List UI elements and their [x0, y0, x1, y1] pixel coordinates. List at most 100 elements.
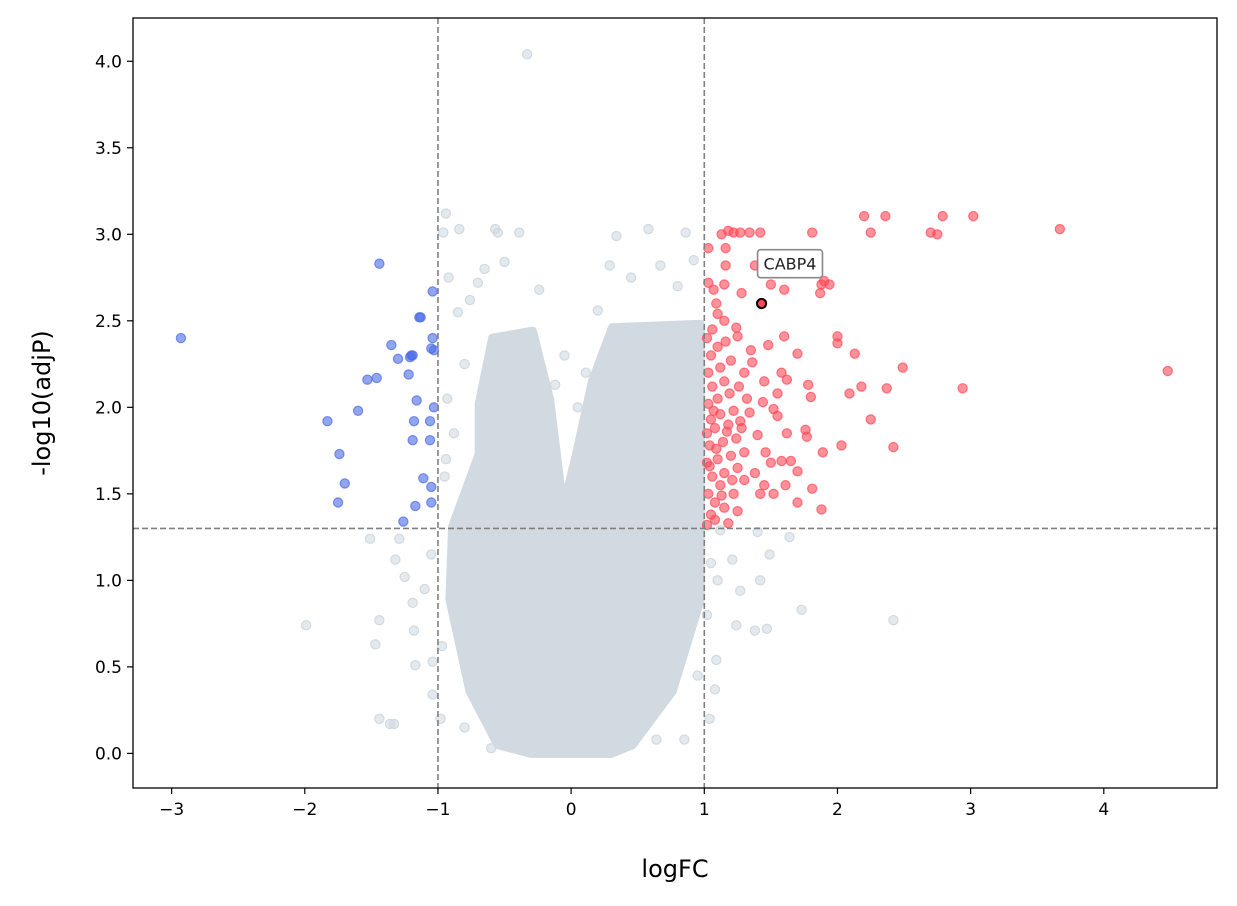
down-regulated-point [418, 473, 429, 484]
up-regulated-point [717, 436, 729, 448]
up-regulated-point [814, 287, 826, 299]
up-regulated-point [720, 336, 731, 347]
up-regulated-point [802, 379, 814, 391]
ns-point [300, 620, 312, 631]
ns-point [796, 604, 807, 615]
x-axis: −3 −2 −1 0 1 2 3 4 [159, 788, 1109, 820]
up-regulated-point [732, 331, 743, 342]
up-regulated-point [759, 479, 770, 491]
ns-point [388, 718, 400, 730]
ns-point [711, 654, 722, 666]
ns-point [715, 524, 726, 536]
x-tick-label: −2 [292, 800, 317, 820]
ns-point [692, 670, 703, 681]
ns-point [580, 367, 591, 378]
up-regulated-point [747, 357, 758, 368]
up-regulated-point [749, 467, 761, 479]
up-regulated-point [781, 374, 793, 385]
ns-point [643, 223, 654, 235]
down-regulated-point [339, 478, 350, 489]
ns-point [479, 263, 490, 275]
up-regulated-point [721, 426, 733, 437]
down-regulated-point [427, 332, 438, 344]
up-regulated-point [780, 479, 791, 491]
ns-point [442, 393, 453, 404]
down-regulated-point [426, 343, 437, 354]
up-regulated-point [731, 433, 742, 444]
ns-point [761, 623, 773, 635]
up-regulated-point [856, 381, 867, 392]
up-regulated-point [888, 441, 899, 453]
ns-point [524, 345, 536, 356]
ns-point [408, 625, 420, 636]
up-regulated-point [739, 447, 750, 458]
up-regulated-point [709, 514, 721, 525]
down-regulated-point [374, 258, 385, 269]
up-regulated-point [703, 488, 714, 500]
ns-point [426, 549, 437, 560]
up-regulated-point [732, 462, 743, 474]
up-regulated-point [755, 488, 766, 500]
up-regulated-point [778, 284, 790, 295]
up-regulated-point [708, 405, 719, 416]
ns-point [459, 358, 470, 370]
up-regulated-point [932, 229, 943, 240]
ns-point [764, 549, 775, 560]
ns-point [448, 428, 460, 439]
x-tick-label: 0 [566, 800, 577, 820]
ns-point [611, 230, 622, 242]
ns-point [704, 713, 715, 724]
ns-point [727, 554, 738, 565]
up-regulated-point [715, 479, 726, 491]
up-regulated-point [709, 497, 721, 508]
ns-point [625, 739, 637, 750]
ns-point [374, 614, 385, 626]
up-regulated-point [785, 455, 797, 467]
ns-point [655, 260, 666, 271]
up-regulated-point [957, 383, 968, 394]
up-regulated-point [881, 383, 892, 394]
ns-point [440, 454, 452, 465]
gene-label: CABP4 [764, 255, 817, 274]
up-regulated-point [836, 440, 847, 451]
up-regulated-point [708, 284, 719, 295]
ns-point [755, 575, 766, 586]
down-regulated-point [424, 415, 436, 427]
up-regulated-point [745, 345, 757, 356]
down-regulated-point [426, 481, 437, 493]
up-regulated-point [744, 407, 755, 418]
up-regulated-point [849, 348, 860, 359]
up-regulated-point [732, 505, 743, 517]
up-regulated-point [792, 348, 803, 359]
up-regulated-point [757, 396, 769, 408]
down-regulated-point [322, 415, 333, 427]
ns-point [419, 583, 430, 595]
up-regulated-point [712, 308, 723, 320]
down-regulated-point [334, 448, 345, 460]
ns-point [888, 614, 899, 626]
up-regulated-point [776, 455, 787, 467]
down-regulated-point [411, 395, 422, 406]
up-regulated-point [805, 391, 817, 403]
up-regulated-point [832, 338, 843, 349]
up-regulated-point [719, 376, 730, 387]
up-regulated-point [778, 331, 790, 342]
down-regulated-point [410, 500, 421, 512]
up-regulated-point [720, 242, 731, 254]
y-tick-label: 3.5 [95, 139, 122, 159]
up-regulated-point [760, 447, 771, 458]
up-regulated-point [1162, 365, 1173, 377]
ns-point [459, 722, 470, 733]
ns-point [370, 639, 381, 650]
up-regulated-point [739, 474, 750, 486]
highlighted-gene-point [755, 297, 768, 310]
ns-point [533, 284, 545, 295]
ns-point [672, 281, 683, 292]
up-regulated-point [816, 504, 827, 515]
up-regulated-point [1054, 223, 1066, 235]
y-tick-label: 0.5 [95, 658, 122, 678]
gene-label-box [756, 248, 824, 279]
annotation-layer: CABP4 [755, 248, 824, 310]
up-regulated-point [735, 415, 746, 427]
